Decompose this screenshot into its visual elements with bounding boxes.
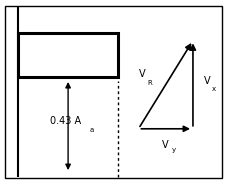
Text: y: y xyxy=(172,147,176,153)
Text: a: a xyxy=(90,127,94,133)
Text: V: V xyxy=(162,140,169,150)
Text: x: x xyxy=(211,86,215,92)
Text: V: V xyxy=(204,76,211,86)
Bar xyxy=(18,33,118,77)
Text: 0.43 A: 0.43 A xyxy=(50,116,81,126)
Text: R: R xyxy=(147,80,152,86)
Text: V: V xyxy=(138,69,145,79)
